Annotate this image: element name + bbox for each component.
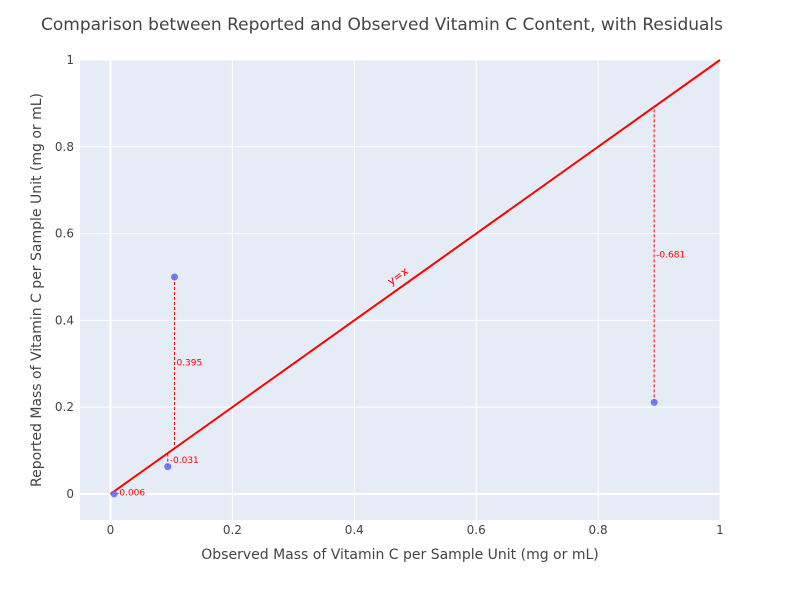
y-tick-label: 0.8 xyxy=(55,140,74,154)
chart-title: Comparison between Reported and Observed… xyxy=(41,15,723,35)
x-axis-ticks: 0 0.2 0.4 0.6 0.8 1 xyxy=(107,523,724,537)
data-point xyxy=(164,463,172,471)
residual-label: -0.031 xyxy=(170,456,199,466)
gridlines xyxy=(80,59,721,520)
y-tick-label: 0.6 xyxy=(55,227,74,241)
data-point xyxy=(650,398,658,406)
y-tick-label: 1 xyxy=(66,53,74,67)
residual-label: -0.681 xyxy=(656,251,685,261)
x-tick-label: 1 xyxy=(716,523,724,537)
data-points xyxy=(110,273,658,498)
x-axis-title: Observed Mass of Vitamin C per Sample Un… xyxy=(201,547,598,563)
y-tick-label: 0 xyxy=(66,487,74,501)
data-point xyxy=(170,273,178,281)
x-tick-label: 0.8 xyxy=(589,523,608,537)
reference-line xyxy=(109,59,721,495)
data-point xyxy=(110,490,118,498)
residual-label: 0.395 xyxy=(176,359,202,369)
x-tick-label: 0 xyxy=(107,523,115,537)
residual-label: -0.006 xyxy=(116,489,145,499)
y-tick-label: 0.4 xyxy=(55,313,74,327)
x-tick-label: 0.4 xyxy=(345,523,364,537)
y-axis-ticks: 0 0.2 0.4 0.6 0.8 1 xyxy=(55,53,74,501)
y-tick-label: 0.2 xyxy=(55,400,74,414)
x-tick-label: 0.2 xyxy=(223,523,242,537)
x-tick-label: 0.6 xyxy=(467,523,486,537)
y-axis-title: Reported Mass of Vitamin C per Sample Un… xyxy=(29,93,45,487)
